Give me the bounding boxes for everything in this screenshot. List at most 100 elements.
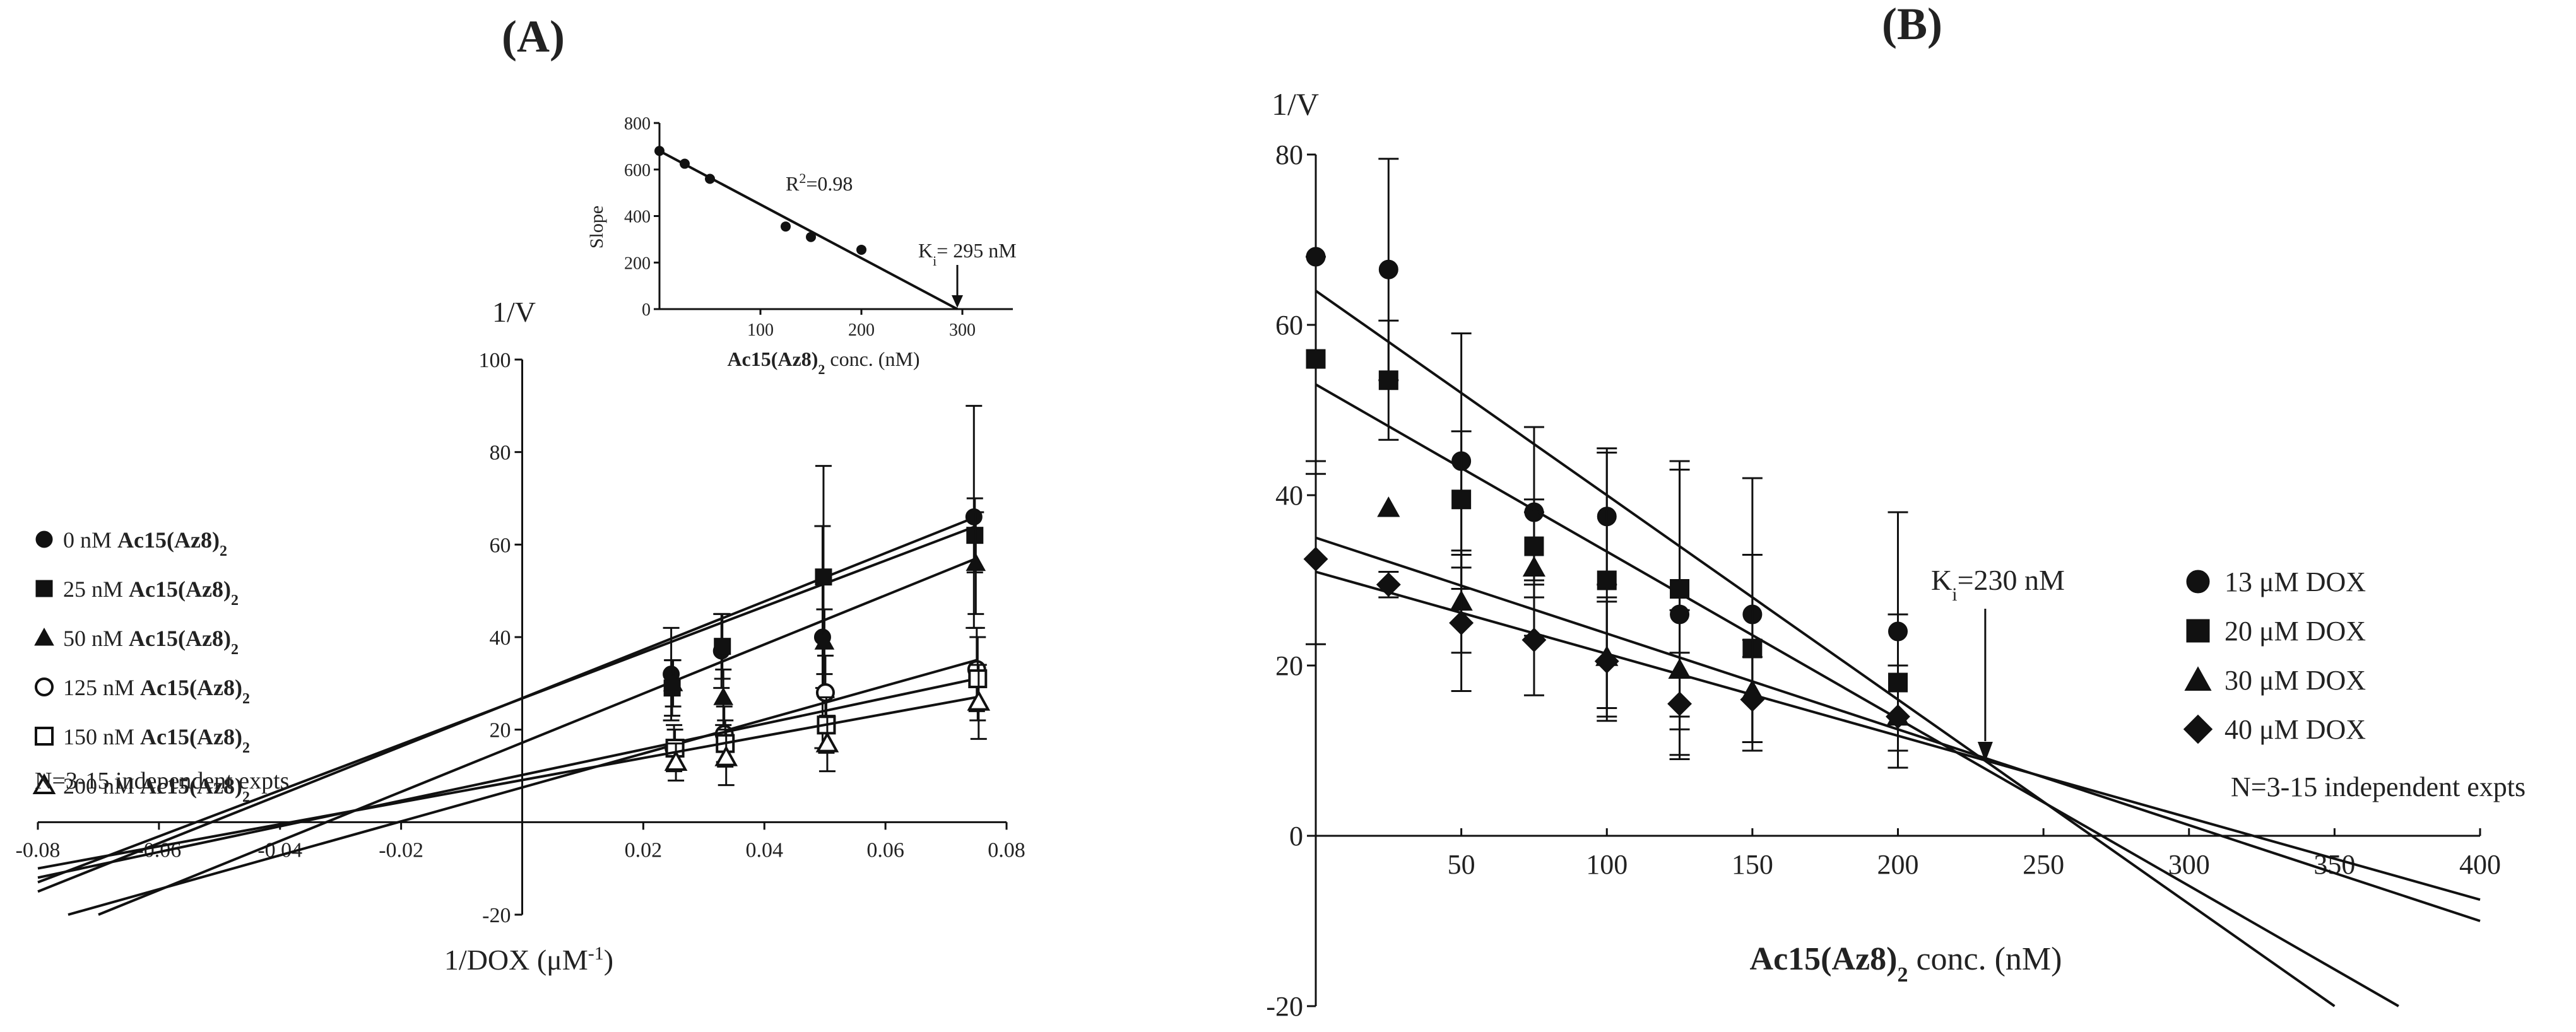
panel-a-label: (A) bbox=[502, 11, 565, 62]
data-point bbox=[814, 631, 835, 650]
inset-r2: R2=0.98 bbox=[786, 170, 853, 196]
y-tick-label: 20 bbox=[490, 719, 511, 742]
x-tick-label: 100 bbox=[1586, 849, 1628, 880]
inset-data-point bbox=[654, 146, 665, 156]
fit-line bbox=[37, 677, 977, 879]
legend-label: 40 μM DOX bbox=[2224, 714, 2366, 745]
legend-label: 50 nM Ac15(Az8)2 bbox=[63, 626, 239, 658]
fit-line bbox=[37, 696, 977, 870]
data-point bbox=[1378, 259, 1398, 279]
legend-label: 25 nM Ac15(Az8)2 bbox=[63, 577, 239, 609]
legend-marker bbox=[32, 773, 56, 794]
inset-plot: 100 200 300 0 200 400 600 800 bbox=[624, 114, 1013, 340]
data-point bbox=[1594, 648, 1619, 674]
data-point bbox=[1521, 628, 1547, 652]
panel-b-legend: 13 μM DOX 20 μM DOX 30 μM DOX 40 μM DOX bbox=[2183, 566, 2366, 745]
ki-arrowhead bbox=[1977, 742, 1993, 762]
inset-y-tick-label: 0 bbox=[642, 300, 651, 320]
data-point bbox=[1378, 370, 1398, 390]
x-tick-label: 0.08 bbox=[988, 838, 1025, 862]
legend-marker bbox=[2183, 714, 2213, 744]
data-point bbox=[1376, 572, 1401, 597]
y-tick-label: 40 bbox=[1275, 480, 1303, 511]
data-point bbox=[663, 673, 683, 691]
panel-a-plot: -0.08 -0.06 -0.04 -0.02 0.02 0.04 0.06 0.08-202… bbox=[16, 349, 1025, 927]
legend-marker bbox=[35, 580, 53, 597]
data-point bbox=[966, 553, 986, 572]
inset-data-point bbox=[806, 232, 816, 242]
data-point bbox=[714, 745, 738, 766]
x-tick-label: 50 bbox=[1448, 849, 1475, 880]
inset-x-tick-label: 300 bbox=[949, 320, 976, 340]
legend-marker bbox=[35, 727, 54, 746]
data-point bbox=[1667, 691, 1693, 717]
y-tick-label: -20 bbox=[1266, 991, 1303, 1022]
inset-data-point bbox=[856, 244, 866, 255]
y-tick-label: 40 bbox=[490, 626, 511, 650]
data-point bbox=[815, 568, 832, 586]
panel-a-inset: 100 200 300 0 200 400 600 800 Slope Ac15(Az8)2 … bbox=[586, 114, 1017, 377]
data-point bbox=[664, 749, 688, 771]
legend-marker bbox=[2184, 666, 2212, 691]
inset-data-point bbox=[680, 158, 690, 169]
legend-marker bbox=[35, 531, 53, 548]
panel-a-legend: 0 nM Ac15(Az8)2 25 nM Ac15(Az8)2 50 nM Ac1… bbox=[32, 527, 250, 806]
x-tick-label: 0.06 bbox=[866, 838, 904, 862]
y-tick-label: -20 bbox=[482, 904, 511, 927]
fit-line bbox=[98, 557, 977, 916]
panel-a: (A) -0.08 -0.06 -0.04 -0.02 0.02 0.04 0.06 0.08… bbox=[16, 11, 1025, 976]
y-tick-label: 20 bbox=[1275, 650, 1303, 681]
x-tick-label: 400 bbox=[2459, 849, 2501, 880]
panel-b-label: (B) bbox=[1882, 0, 1942, 49]
inset-data-point bbox=[705, 173, 715, 184]
panel-b-ylabel: 1/V bbox=[1272, 86, 1319, 122]
y-tick-label: 80 bbox=[1275, 139, 1303, 170]
legend-marker bbox=[35, 677, 54, 696]
y-tick-label: 100 bbox=[479, 349, 511, 372]
data-point bbox=[1303, 546, 1328, 572]
panel-b: (B) 50 100 150 200 250 300 350 400-20020406080 … bbox=[1266, 0, 2526, 1022]
legend-label: 125 nM Ac15(Az8)2 bbox=[63, 675, 250, 707]
data-point bbox=[1377, 496, 1400, 517]
x-tick-label: -0.02 bbox=[379, 838, 423, 862]
legend-label: 20 μM DOX bbox=[2224, 616, 2366, 647]
x-tick-label: -0.08 bbox=[16, 838, 61, 862]
legend-label: 30 μM DOX bbox=[2224, 665, 2366, 696]
data-point bbox=[1740, 687, 1765, 712]
data-point bbox=[1522, 556, 1546, 577]
y-tick-label: 60 bbox=[490, 534, 511, 557]
inset-y-tick-label: 800 bbox=[624, 114, 651, 134]
inset-ki: Ki= 295 nM bbox=[918, 239, 1017, 269]
data-point bbox=[1670, 579, 1690, 599]
legend-marker bbox=[34, 628, 54, 646]
x-tick-label: 0.04 bbox=[746, 838, 784, 862]
panel-a-note: N=3-15 independent expts bbox=[35, 768, 289, 794]
inset-ki-arrowhead bbox=[952, 295, 963, 308]
data-point bbox=[714, 638, 731, 655]
legend-label: 13 μM DOX bbox=[2224, 566, 2366, 597]
inset-data-point bbox=[781, 221, 791, 232]
legend-marker bbox=[2186, 570, 2210, 594]
legend-label: 0 nM Ac15(Az8)2 bbox=[63, 527, 227, 560]
x-tick-label: 150 bbox=[1732, 849, 1773, 880]
fit-line bbox=[1315, 290, 2336, 1007]
panel-b-xlabel: Ac15(Az8)2 conc. (nM) bbox=[1750, 941, 2062, 987]
y-tick-label: 60 bbox=[1275, 310, 1303, 341]
legend-label: 150 nM Ac15(Az8)2 bbox=[63, 724, 250, 756]
panel-a-ylabel: 1/V bbox=[492, 296, 536, 328]
data-point bbox=[1451, 490, 1472, 510]
inset-x-tick-label: 100 bbox=[747, 320, 774, 340]
fit-line bbox=[1315, 383, 2399, 1007]
legend-label: 200 nM Ac15(Az8)2 bbox=[63, 773, 250, 806]
inset-y-tick-label: 400 bbox=[624, 208, 651, 227]
inset-y-tick-label: 600 bbox=[624, 161, 651, 180]
x-tick-label: 0.02 bbox=[625, 838, 663, 862]
data-point bbox=[815, 731, 839, 753]
legend-marker bbox=[2186, 619, 2210, 643]
inset-xlabel: Ac15(Az8)2 conc. (nM) bbox=[727, 348, 919, 377]
panel-b-note: N=3-15 independent expts bbox=[2231, 771, 2526, 802]
data-point bbox=[713, 687, 734, 705]
inset-ylabel: Slope bbox=[586, 206, 607, 249]
